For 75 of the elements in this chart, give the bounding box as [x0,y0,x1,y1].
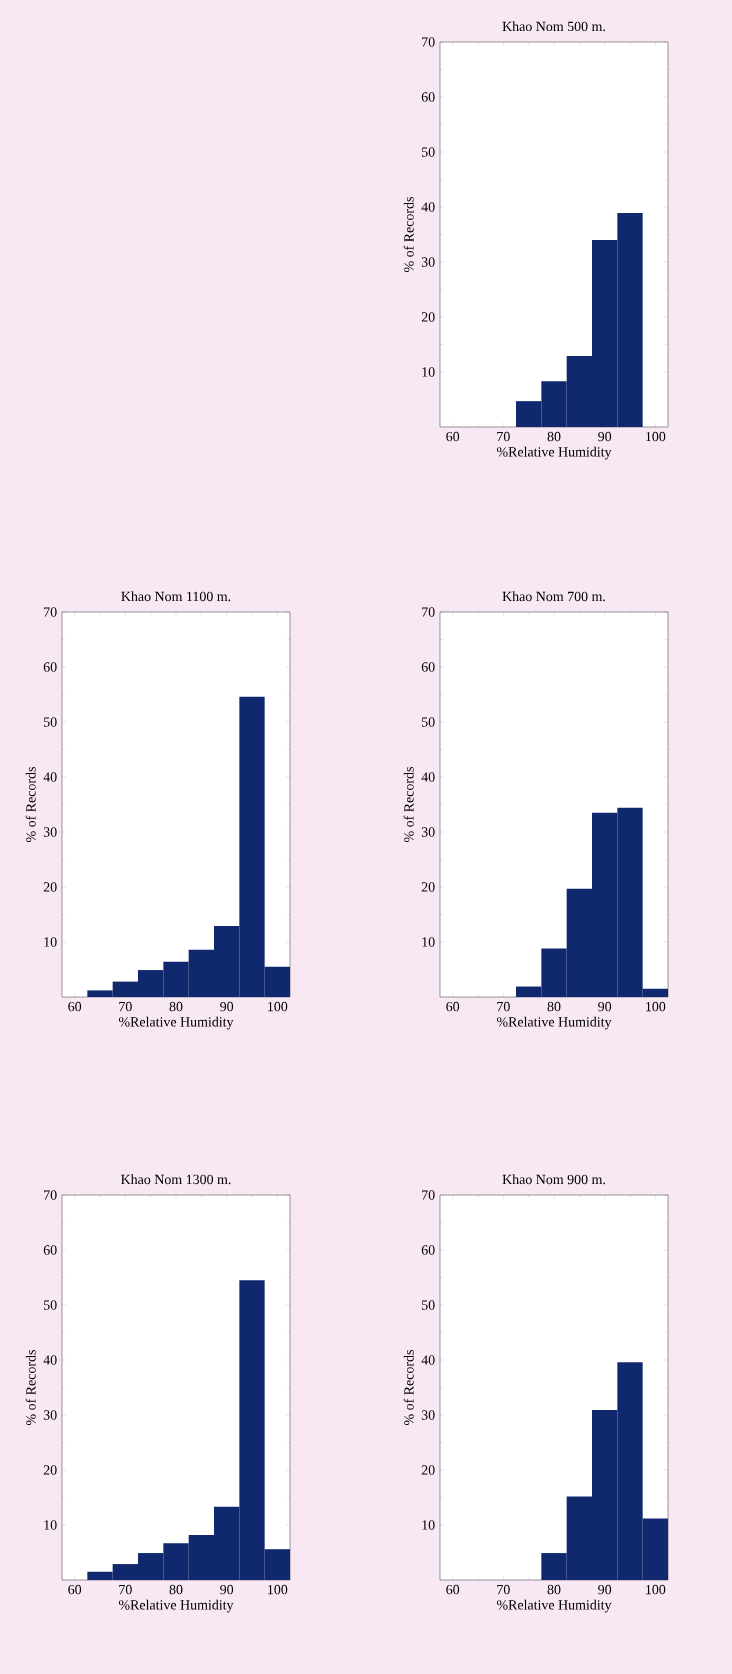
y-axis-title: % of Records [403,1350,414,1425]
chart-title: Khao Nom 1100 m. [121,591,231,602]
y-tick-label: 60 [43,1245,57,1255]
x-tick-label: 80 [547,1584,561,1595]
y-tick-label: 50 [44,717,57,727]
x-tick-label: 70 [119,1584,132,1595]
chart-title: Khao Nom 1300 m. [121,1174,231,1185]
y-tick-label: 40 [421,202,435,212]
y-tick-label: 70 [422,607,435,617]
x-tick-label: 90 [598,1584,612,1595]
y-tick-label: 30 [43,1410,57,1420]
y-tick-label: 20 [421,882,435,892]
x-tick-label: 60 [446,1584,460,1595]
x-tick-label: 90 [598,1001,612,1012]
y-tick-label: 10 [44,1520,57,1530]
y-tick-label: 70 [422,1190,435,1200]
y-tick-label: 70 [44,1190,57,1200]
x-axis-title: %Relative Humidity [118,1599,234,1613]
y-tick-label: 60 [421,1245,435,1255]
y-tick-label: 20 [421,312,435,322]
x-axis-title: %Relative Humidity [118,1016,234,1030]
x-tick-label: 70 [497,1584,510,1595]
y-tick-label: 40 [421,772,435,782]
x-tick-label: 90 [598,431,612,442]
x-tick-label: 70 [497,1001,510,1012]
y-tick-label: 10 [422,1520,435,1530]
y-tick-label: 50 [44,1300,57,1310]
x-tick-label: 100 [646,1001,666,1012]
y-axis-title: % of Records [25,1350,36,1425]
y-axis-title: % of Records [403,767,414,842]
y-tick-label: 50 [422,1300,435,1310]
y-tick-label: 30 [421,827,435,837]
x-tick-label: 100 [646,1584,666,1595]
y-tick-label: 40 [43,1355,57,1365]
x-tick-label: 100 [268,1001,288,1012]
y-tick-label: 50 [422,717,435,727]
y-tick-label: 10 [44,937,57,947]
x-tick-label: 80 [169,1001,183,1012]
y-tick-label: 20 [43,882,57,892]
y-tick-label: 60 [421,92,435,102]
x-tick-label: 80 [169,1584,183,1595]
y-tick-label: 30 [43,827,57,837]
x-axis-title: %Relative Humidity [496,446,612,460]
y-tick-label: 60 [43,662,57,672]
y-tick-label: 20 [43,1465,57,1475]
x-tick-label: 100 [268,1584,288,1595]
y-tick-label: 10 [422,937,435,947]
y-tick-label: 50 [422,147,435,157]
x-tick-label: 70 [497,431,510,442]
y-tick-label: 30 [421,257,435,267]
x-tick-label: 100 [646,431,666,442]
x-tick-label: 60 [446,431,460,442]
y-tick-label: 40 [421,1355,435,1365]
chart-title: Khao Nom 500 m. [502,21,605,32]
x-tick-label: 80 [547,1001,561,1012]
x-axis-title: %Relative Humidity [496,1599,612,1613]
chart-title: Khao Nom 900 m. [502,1174,605,1185]
y-tick-label: 30 [421,1410,435,1420]
x-tick-label: 90 [220,1001,234,1012]
x-tick-label: 70 [119,1001,132,1012]
y-tick-label: 40 [43,772,57,782]
x-tick-label: 60 [446,1001,460,1012]
y-axis-title: % of Records [25,767,36,842]
x-tick-label: 90 [220,1584,234,1595]
x-tick-label: 60 [68,1001,82,1012]
y-tick-label: 70 [422,37,435,47]
y-tick-label: 20 [421,1465,435,1475]
y-tick-label: 70 [44,607,57,617]
x-tick-label: 80 [547,431,561,442]
chart-title: Khao Nom 700 m. [502,591,605,602]
x-tick-label: 60 [68,1584,82,1595]
x-axis-title: %Relative Humidity [496,1016,612,1030]
y-tick-label: 60 [421,662,435,672]
y-tick-label: 10 [422,367,435,377]
y-axis-title: % of Records [403,197,414,272]
